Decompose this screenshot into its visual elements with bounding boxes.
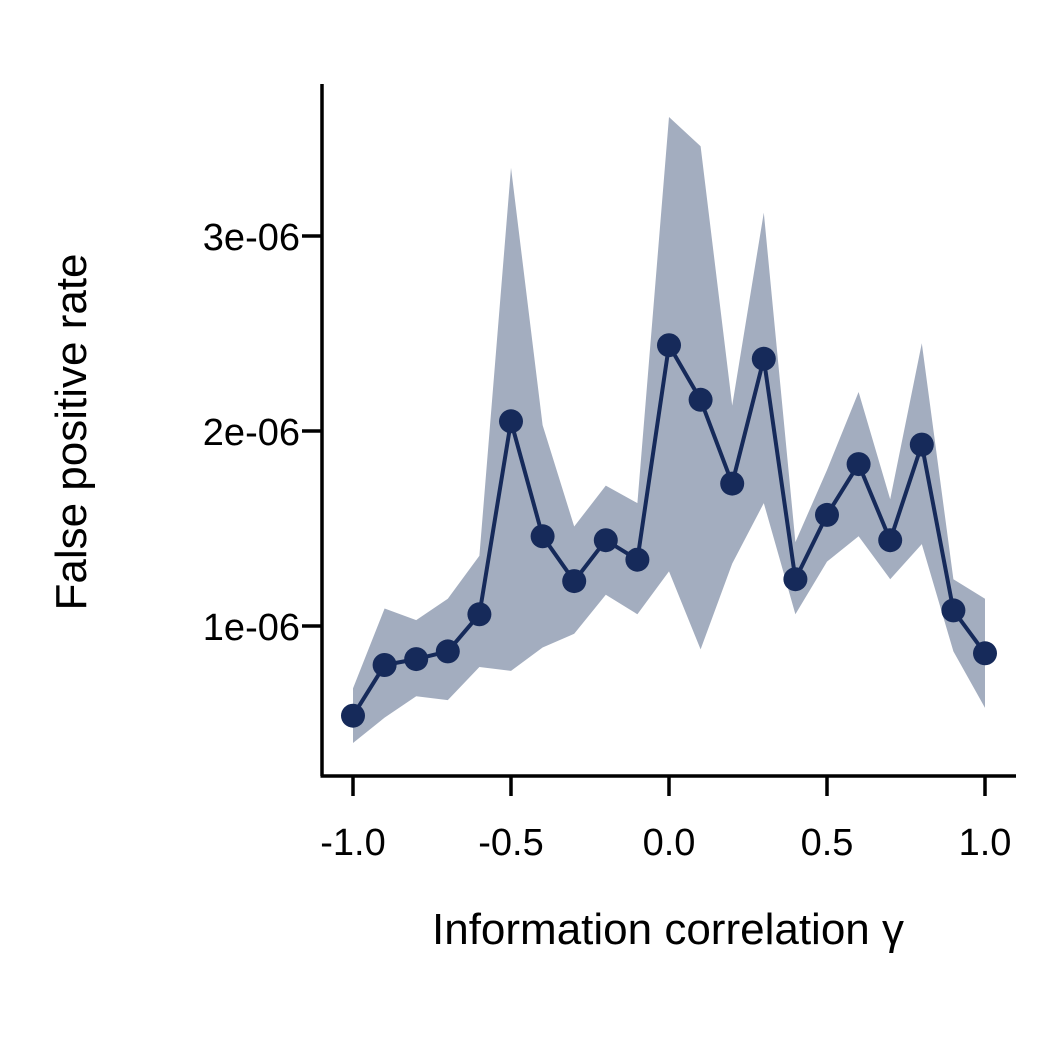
data-point bbox=[783, 567, 808, 592]
axes: -1.0 -0.5 0.0 0.5 1.0 1e-06 2e-06 3e-06 bbox=[203, 84, 1016, 864]
data-point bbox=[815, 502, 839, 527]
y-ticks: 1e-06 2e-06 3e-06 bbox=[203, 217, 322, 649]
x-tick-label: 1.0 bbox=[959, 822, 1012, 864]
data-point bbox=[909, 432, 934, 457]
data-point bbox=[846, 452, 871, 477]
data-point bbox=[941, 598, 966, 623]
y-tick-label: 2e-06 bbox=[203, 412, 300, 454]
y-tick-label: 1e-06 bbox=[203, 607, 300, 649]
data-point bbox=[404, 647, 429, 672]
data-point bbox=[372, 653, 397, 677]
confidence-band bbox=[353, 117, 985, 743]
x-tick-label: -1.0 bbox=[320, 822, 385, 864]
data-point bbox=[657, 333, 681, 358]
x-tick-label: 0.5 bbox=[801, 822, 854, 864]
data-point bbox=[625, 547, 650, 572]
x-tick-label: -0.5 bbox=[478, 822, 543, 864]
plot-area bbox=[341, 117, 997, 743]
y-axis-label: False positive rate bbox=[47, 253, 96, 610]
y-tick-label: 3e-06 bbox=[203, 217, 300, 259]
data-point bbox=[973, 641, 997, 666]
data-points bbox=[341, 333, 997, 728]
data-point bbox=[499, 409, 523, 434]
data-point bbox=[751, 346, 776, 371]
x-tick-label: 0.0 bbox=[643, 822, 696, 864]
data-point bbox=[878, 528, 903, 553]
data-point bbox=[435, 639, 460, 664]
data-point bbox=[530, 524, 555, 549]
data-point bbox=[467, 602, 492, 627]
data-point bbox=[562, 569, 587, 594]
data-point bbox=[720, 471, 745, 496]
data-point bbox=[593, 528, 618, 553]
data-point bbox=[341, 703, 365, 728]
x-ticks: -1.0 -0.5 0.0 0.5 1.0 bbox=[320, 776, 1011, 864]
data-point bbox=[688, 387, 713, 412]
x-axis-label: Information correlation γ bbox=[432, 905, 904, 954]
